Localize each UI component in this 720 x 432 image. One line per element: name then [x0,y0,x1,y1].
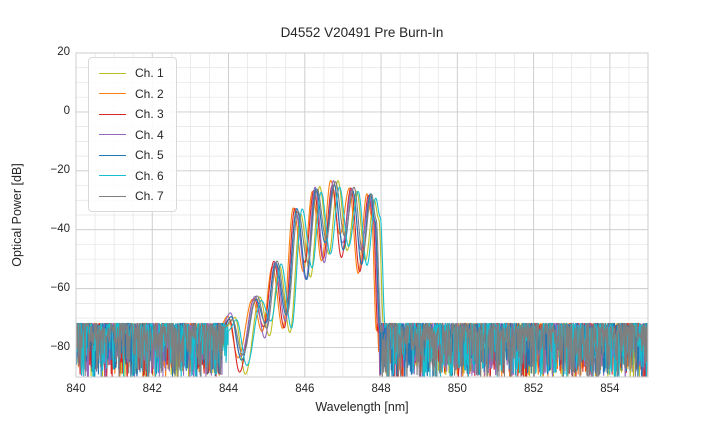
x-tick-label: 844 [218,383,239,395]
legend-label: Ch. 5 [135,148,164,162]
legend-swatch-line [99,154,126,156]
x-tick-label: 842 [142,383,162,395]
legend-item: Ch. 2 [99,86,164,102]
series-line-ch-7 [76,181,648,377]
legend-item: Ch. 7 [99,188,164,204]
y-tick-label: 0 [63,104,70,117]
legend-label: Ch. 3 [135,107,164,121]
legend-label: Ch. 7 [135,189,164,203]
y-tick-label: 20 [57,46,70,58]
y-tick-label: −20 [50,163,70,176]
x-tick-label: 846 [295,383,315,395]
y-axis-label: Optical Power [dB] [10,163,24,267]
series-lines [76,180,648,377]
legend-swatch-line [99,93,126,94]
legend-swatch-line [99,72,126,74]
x-tick-label: 840 [66,383,86,395]
x-tick-label: 854 [600,383,620,395]
legend-swatch-line [99,175,126,176]
chart-title: D4552 V20491 Pre Burn-In [280,25,444,40]
legend-label: Ch. 4 [135,127,164,142]
legend-item: Ch. 1 [99,65,164,81]
y-tick-label: −80 [50,340,70,353]
legend-label: Ch. 1 [135,66,164,80]
legend-swatch-line [99,134,126,135]
legend-swatch-line [99,113,126,115]
axes-border [75,52,649,378]
legend-item: Ch. 3 [99,106,164,122]
x-axis-label: Wavelength [nm] [315,400,409,414]
x-tick-label: 852 [524,383,544,395]
legend-label: Ch. 6 [135,168,164,183]
x-tick-label: 848 [371,383,391,395]
legend: Ch. 1 Ch. 2 Ch. 3 Ch. 4 Ch. 5 Ch. 6 Ch. 7 [88,57,177,212]
legend-item: Ch. 6 [99,168,164,184]
y-tick-label: −40 [50,222,70,235]
legend-label: Ch. 2 [135,86,164,101]
x-tick-label: 850 [447,383,467,395]
legend-item: Ch. 5 [99,147,164,163]
legend-item: Ch. 4 [99,127,164,143]
y-tick-label: −60 [50,281,70,294]
legend-swatch-line [99,195,126,197]
